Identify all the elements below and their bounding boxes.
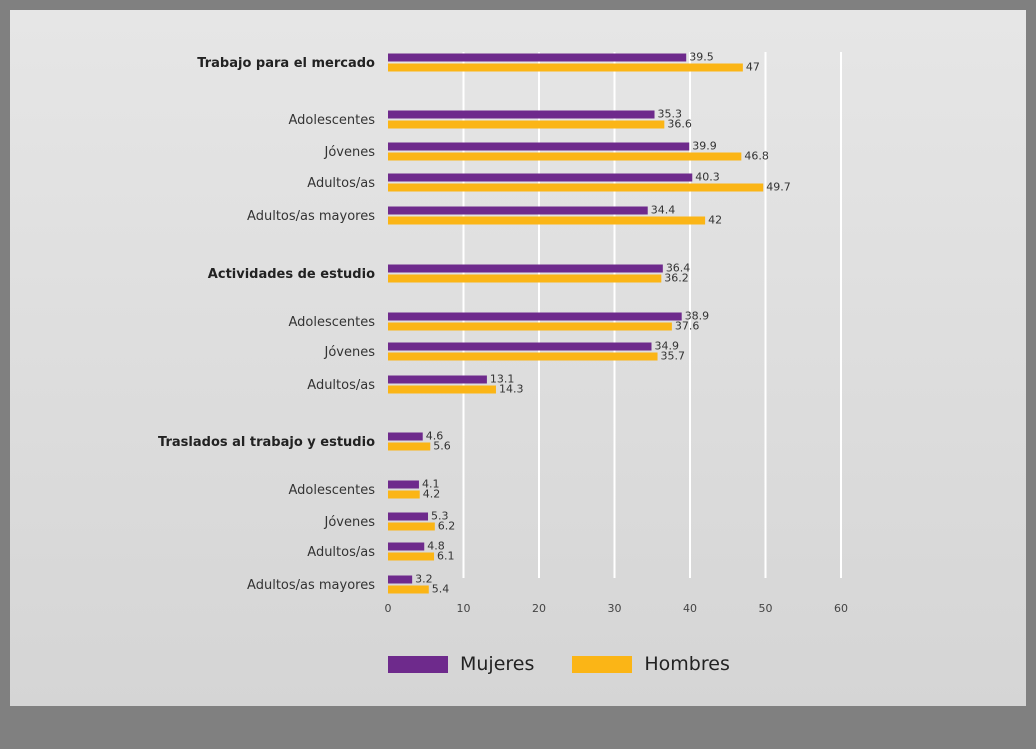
data-label: 36.2	[664, 272, 689, 285]
data-label: 39.9	[692, 140, 717, 153]
bar-mujeres	[388, 110, 655, 119]
bar-hombres	[388, 352, 658, 361]
category-label: Adultos/as	[307, 176, 375, 191]
bar-hombres	[388, 63, 743, 72]
bar-mujeres	[388, 375, 487, 384]
legend-label-mujeres: Mujeres	[460, 653, 535, 675]
bar-mujeres	[388, 575, 413, 584]
data-label: 5.4	[432, 583, 450, 596]
category-label: Adolescentes	[288, 315, 375, 330]
data-label: 4.2	[423, 488, 441, 501]
data-label: 3.2	[415, 573, 433, 586]
x-tick-label: 50	[759, 602, 773, 615]
bar-hombres	[388, 490, 420, 499]
data-label: 13.1	[490, 373, 515, 386]
bar-hombres	[388, 152, 742, 161]
category-label: Traslados al trabajo y estudio	[158, 435, 375, 450]
labels: Trabajo para el mercado 39.5 47 Adolescente…	[158, 51, 791, 596]
bar-hombres	[388, 442, 431, 451]
chart-panel: Trabajo para el mercado 39.5 47 Adolescente…	[10, 10, 1026, 706]
legend-swatch-hombres	[572, 655, 633, 673]
x-tick-label: 40	[683, 602, 697, 615]
data-label: 6.1	[437, 550, 455, 563]
bar-hombres	[388, 385, 496, 394]
bar-hombres	[388, 522, 435, 531]
data-label: 4.6	[426, 430, 444, 443]
bar-hombres	[388, 322, 672, 331]
legend-label-hombres: Hombres	[644, 653, 730, 675]
category-label: Adultos/as mayores	[247, 578, 375, 593]
category-label: Jóvenes	[324, 145, 376, 160]
bar-mujeres	[388, 312, 682, 321]
bar-hombres	[388, 216, 706, 225]
bar-mujeres	[388, 264, 663, 273]
category-label: Jóvenes	[324, 515, 376, 530]
x-tick-label: 20	[532, 602, 546, 615]
x-tick-label: 0	[385, 602, 392, 615]
data-label: 6.2	[438, 520, 456, 533]
bars	[388, 53, 764, 594]
data-label: 38.9	[685, 310, 710, 323]
category-label: Adultos/as mayores	[247, 209, 375, 224]
bar-mujeres	[388, 432, 423, 441]
category-label: Adultos/as	[307, 378, 375, 393]
x-tick-label: 60	[834, 602, 848, 615]
bar-mujeres	[388, 512, 429, 521]
category-label: Actividades de estudio	[208, 267, 375, 282]
data-label: 14.3	[499, 383, 523, 396]
bar-hombres	[388, 552, 435, 561]
category-label: Adolescentes	[288, 483, 375, 498]
bar-hombres	[388, 274, 662, 283]
data-label: 40.3	[695, 171, 720, 184]
x-axis-ticks: 0 10 20 30 40 50 60	[385, 602, 849, 615]
category-label: Adultos/as	[307, 545, 375, 560]
data-label: 4.8	[427, 540, 445, 553]
data-label: 4.1	[422, 478, 440, 491]
data-label: 37.6	[675, 320, 700, 333]
bar-hombres	[388, 183, 764, 192]
data-label: 5.3	[431, 510, 449, 523]
bar-mujeres	[388, 206, 648, 215]
data-label: 49.7	[766, 181, 791, 194]
data-label: 46.8	[744, 150, 769, 163]
bar-mujeres	[388, 53, 687, 62]
bar-chart: Trabajo para el mercado 39.5 47 Adolescente…	[158, 51, 849, 616]
legend: Mujeres Hombres	[388, 653, 768, 675]
x-tick-label: 10	[457, 602, 471, 615]
data-label: 36.4	[666, 262, 691, 275]
legend-swatch-mujeres	[388, 655, 448, 673]
bar-hombres	[388, 585, 429, 594]
data-label: 36.6	[667, 118, 692, 131]
bar-mujeres	[388, 480, 419, 489]
data-label: 39.5	[689, 51, 714, 64]
bar-mujeres	[388, 142, 690, 151]
category-label: Adolescentes	[288, 113, 375, 128]
x-tick-label: 30	[608, 602, 622, 615]
legend-item-mujeres: Mujeres	[388, 653, 534, 675]
data-label: 34.9	[654, 340, 679, 353]
data-label: 42	[708, 214, 722, 227]
bar-mujeres	[388, 542, 425, 551]
category-label: Jóvenes	[324, 345, 376, 360]
bar-hombres	[388, 120, 665, 129]
category-label: Trabajo para el mercado	[197, 56, 375, 71]
data-label: 47	[746, 61, 760, 74]
data-label: 5.6	[433, 440, 451, 453]
bar-mujeres	[388, 173, 693, 182]
data-label: 34.4	[651, 204, 676, 217]
data-label: 35.7	[661, 350, 686, 363]
bar-mujeres	[388, 342, 652, 351]
data-label: 35.3	[658, 108, 683, 121]
legend-item-hombres: Hombres	[572, 653, 730, 675]
